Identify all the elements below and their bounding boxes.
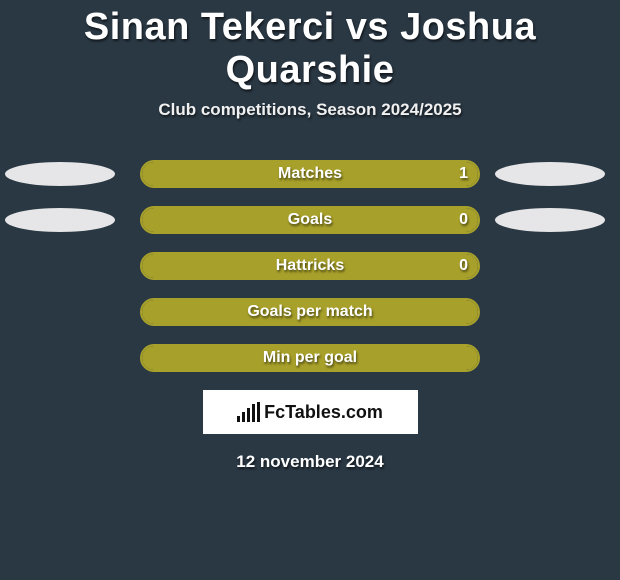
logo: FcTables.com: [237, 402, 383, 423]
stat-row: Min per goal: [0, 344, 620, 372]
stat-row: Hattricks0: [0, 252, 620, 280]
left-ellipse: [5, 208, 115, 232]
logo-text: FcTables.com: [264, 402, 383, 423]
stat-label: Goals per match: [140, 298, 480, 326]
stat-rows: Matches1 Goals0 Hattricks0 Goals per match M…: [0, 160, 620, 372]
left-ellipse: [5, 162, 115, 186]
stat-right-value: 0: [140, 206, 468, 234]
subtitle: Club competitions, Season 2024/2025: [0, 100, 620, 120]
date-line: 12 november 2024: [0, 452, 620, 472]
logo-bars-icon: [237, 402, 260, 422]
stat-row: Goals per match: [0, 298, 620, 326]
stat-right-value: 1: [140, 160, 468, 188]
stat-right-value: 0: [140, 252, 468, 280]
logo-box: FcTables.com: [203, 390, 418, 434]
comparison-infographic: Sinan Tekerci vs Joshua Quarshie Club co…: [0, 0, 620, 580]
right-ellipse: [495, 208, 605, 232]
stat-row: Goals0: [0, 206, 620, 234]
page-title: Sinan Tekerci vs Joshua Quarshie: [0, 0, 620, 92]
right-ellipse: [495, 162, 605, 186]
stat-row: Matches1: [0, 160, 620, 188]
stat-label: Min per goal: [140, 344, 480, 372]
